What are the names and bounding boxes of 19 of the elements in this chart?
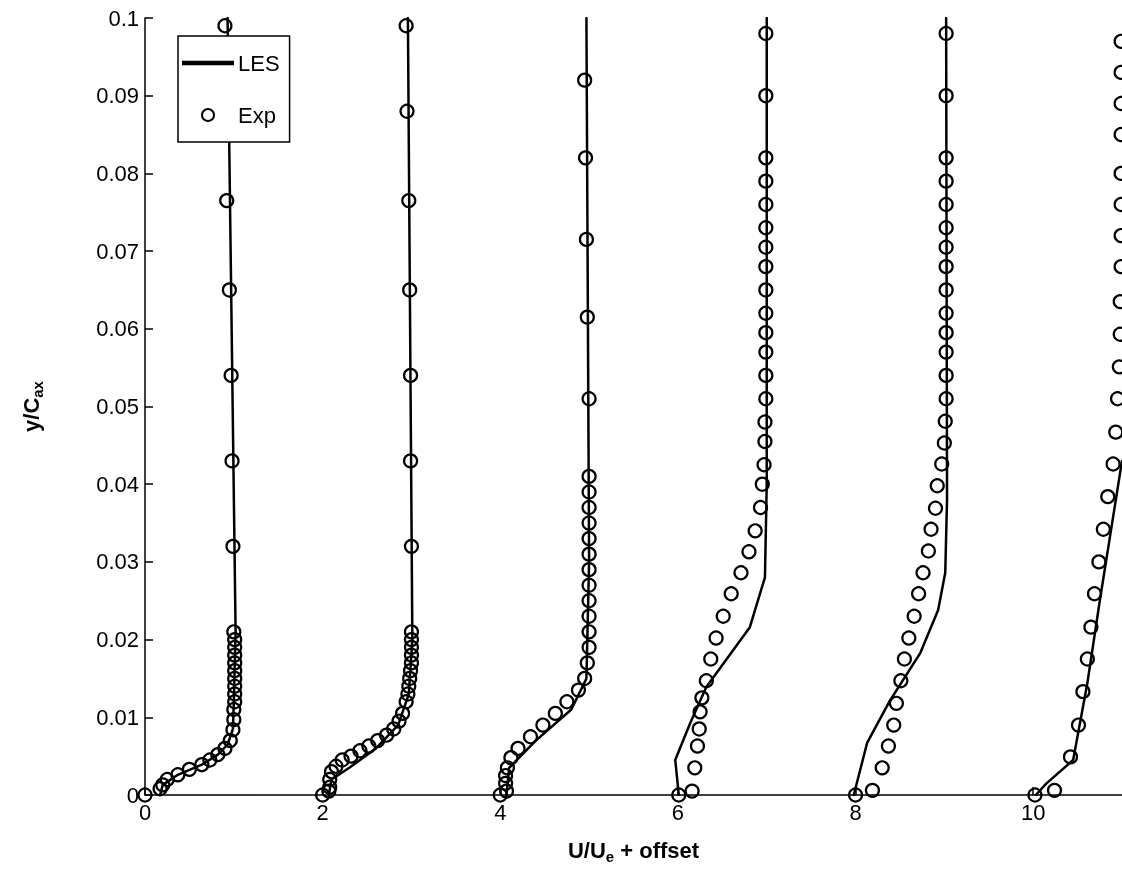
- x-tick-label: 6: [671, 799, 685, 825]
- y-tick-label: 0.03: [96, 549, 139, 575]
- x-tick-label: 10: [1020, 799, 1046, 825]
- x-tick-label: 8: [849, 799, 862, 825]
- y-tick-label: 0.09: [96, 83, 139, 109]
- y-tick-label: 0.1: [108, 5, 139, 31]
- y-tick-label: 0.06: [96, 316, 139, 342]
- y-tick-label: 0.08: [96, 160, 139, 186]
- y-tick-label: 0.07: [96, 238, 139, 264]
- y-tick-label: 0.02: [96, 627, 139, 653]
- y-tick-label: 0.04: [96, 471, 139, 497]
- x-tick-label: 4: [494, 799, 507, 825]
- x-tick-label: 2: [316, 799, 329, 825]
- y-tick-label: 0: [126, 782, 139, 808]
- y-axis-title: y/Cax: [19, 380, 46, 432]
- y-tick-label: 0.05: [96, 394, 139, 419]
- legend-label: LES: [238, 50, 280, 76]
- y-tick-label: 0.01: [96, 704, 139, 730]
- legend-label: Exp: [238, 102, 276, 128]
